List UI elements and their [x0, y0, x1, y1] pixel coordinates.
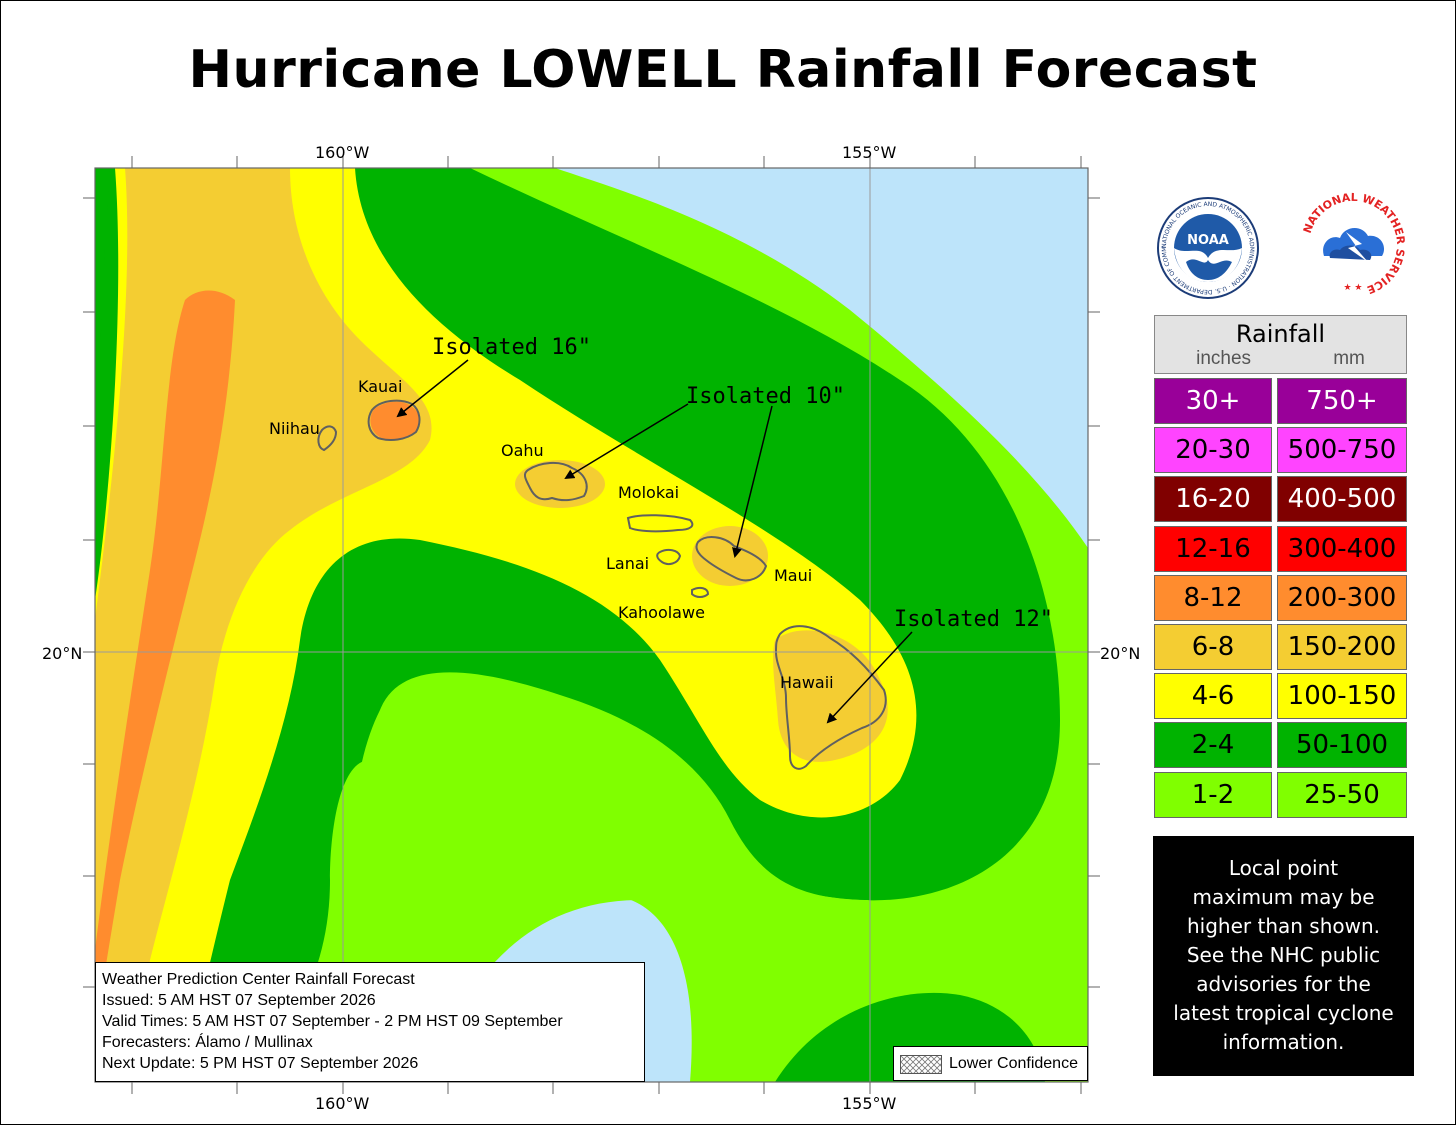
- legend-row: 1-2 25-50: [1154, 771, 1407, 818]
- arrow-maui: [732, 405, 773, 558]
- legend-row: 12-16 300-400: [1154, 525, 1407, 572]
- legend-row: 20-30 500-750: [1154, 427, 1407, 474]
- info-valid-times: Valid Times: 5 AM HST 07 September - 2 P…: [102, 1013, 563, 1030]
- label-hawaii: Hawaii: [780, 673, 834, 692]
- lat-label-20n-left: 20°N: [42, 644, 83, 663]
- info-next-update: Next Update: 5 PM HST 07 September 2026: [102, 1055, 419, 1072]
- label-molokai: Molokai: [618, 483, 679, 502]
- legend-mm: 300-400: [1277, 525, 1407, 572]
- legend-mm: 400-500: [1277, 476, 1407, 523]
- info-product: Weather Prediction Center Rainfall Forec…: [102, 971, 415, 988]
- legend-row: 30+ 750+: [1154, 378, 1407, 424]
- legend-inches: 1-2: [1154, 771, 1272, 818]
- forecast-info-box: Weather Prediction Center Rainfall Forec…: [95, 962, 645, 1082]
- note-line: latest tropical cyclone: [1173, 1001, 1394, 1025]
- island-oahu: [523, 462, 588, 502]
- info-forecasters: Forecasters: Álamo / Mullinax: [102, 1034, 313, 1051]
- island-kauai: [367, 399, 421, 441]
- legend-inches: 6-8: [1154, 624, 1272, 670]
- legend-mm: 100-150: [1277, 673, 1407, 720]
- lower-confidence-key: Lower Confidence: [893, 1046, 1088, 1081]
- annotation-isolated-16: Isolated 16": [432, 335, 591, 360]
- arrow-hawaii: [826, 631, 913, 724]
- lon-label-160w-top: 160°W: [315, 143, 370, 162]
- island-lanai: [656, 548, 682, 565]
- island-maui: [695, 536, 768, 582]
- tick-marks: [83, 156, 1100, 1094]
- noaa-logo-text: NOAA: [1187, 233, 1229, 248]
- legend-title: Rainfall: [1235, 320, 1326, 348]
- graticule: [95, 168, 1088, 1082]
- lon-label-160w-bottom: 160°W: [315, 1094, 370, 1113]
- label-lanai: Lanai: [606, 554, 649, 573]
- note-line: information.: [1222, 1030, 1345, 1054]
- legend-units-inches: inches: [1196, 348, 1252, 369]
- note-box: Local point maximum may be higher than s…: [1153, 836, 1414, 1076]
- annotation-arrows: [396, 359, 913, 724]
- legend-row: 6-8 150-200: [1154, 624, 1407, 670]
- legend-inches: 30+: [1154, 378, 1272, 424]
- label-kahoolawe: Kahoolawe: [618, 603, 705, 622]
- arrow-oahu: [564, 403, 689, 480]
- annotation-isolated-12: Isolated 12": [894, 607, 1053, 632]
- annotation-isolated-10: Isolated 10": [686, 384, 845, 409]
- legend-inches: 8-12: [1154, 574, 1272, 621]
- legend-mm: 750+: [1277, 378, 1407, 424]
- page-title: Hurricane LOWELL Rainfall Forecast: [188, 40, 1258, 100]
- arrow-kauai: [396, 359, 469, 418]
- label-kauai: Kauai: [358, 377, 402, 396]
- label-maui: Maui: [774, 566, 812, 585]
- lat-label-20n-right: 20°N: [1100, 644, 1141, 663]
- note-line: higher than shown.: [1186, 914, 1381, 938]
- lower-confidence-label: Lower Confidence: [949, 1055, 1078, 1072]
- note-line: advisories for the: [1196, 972, 1371, 996]
- svg-text:★ ★: ★ ★: [1344, 283, 1363, 293]
- legend-inches: 12-16: [1154, 525, 1272, 572]
- legend-row: 16-20 400-500: [1154, 476, 1407, 523]
- lon-label-155w-bottom: 155°W: [842, 1094, 897, 1113]
- note-line: maximum may be: [1192, 885, 1375, 909]
- zone-8-12: [95, 290, 235, 1040]
- island-molokai: [626, 514, 694, 533]
- island-hawaii: [774, 625, 887, 770]
- label-niihau: Niihau: [269, 419, 320, 438]
- hatch-swatch: [900, 1055, 942, 1074]
- map-border: [94, 167, 1089, 1083]
- legend-mm: 25-50: [1277, 771, 1407, 818]
- legend-header: Rainfall inches mm: [1154, 315, 1407, 374]
- legend-inches: 20-30: [1154, 427, 1272, 474]
- note-line: See the NHC public: [1186, 943, 1381, 967]
- legend-inches: 4-6: [1154, 673, 1272, 720]
- legend-row: 4-6 100-150: [1154, 673, 1407, 720]
- island-kahoolawe: [691, 586, 710, 598]
- legend-mm: 200-300: [1277, 574, 1407, 621]
- lon-label-155w-top: 155°W: [842, 143, 897, 162]
- info-issued: Issued: 5 AM HST 07 September 2026: [102, 992, 376, 1009]
- legend-units-mm: mm: [1333, 348, 1365, 369]
- noaa-logo: NATIONAL OCEANIC AND ATMOSPHERIC ADMINIS…: [1156, 196, 1259, 299]
- zone-2-4-west: [95, 168, 110, 600]
- legend-row: 8-12 200-300: [1154, 574, 1407, 621]
- legend-mm: 150-200: [1277, 624, 1407, 670]
- legend-inches: 2-4: [1154, 722, 1272, 769]
- legend-mm: 500-750: [1277, 427, 1407, 474]
- legend-mm: 50-100: [1277, 722, 1407, 769]
- island-outlines: [317, 399, 887, 770]
- label-oahu: Oahu: [501, 441, 544, 460]
- legend-inches: 16-20: [1154, 476, 1272, 523]
- legend-row: 2-4 50-100: [1154, 722, 1407, 769]
- note-line: Local point: [1228, 856, 1339, 880]
- nws-logo: NATIONAL WEATHER SERVICE ★ ★: [1301, 191, 1407, 296]
- zone-clear-ne: [555, 168, 1088, 548]
- island-niihau: [317, 425, 338, 452]
